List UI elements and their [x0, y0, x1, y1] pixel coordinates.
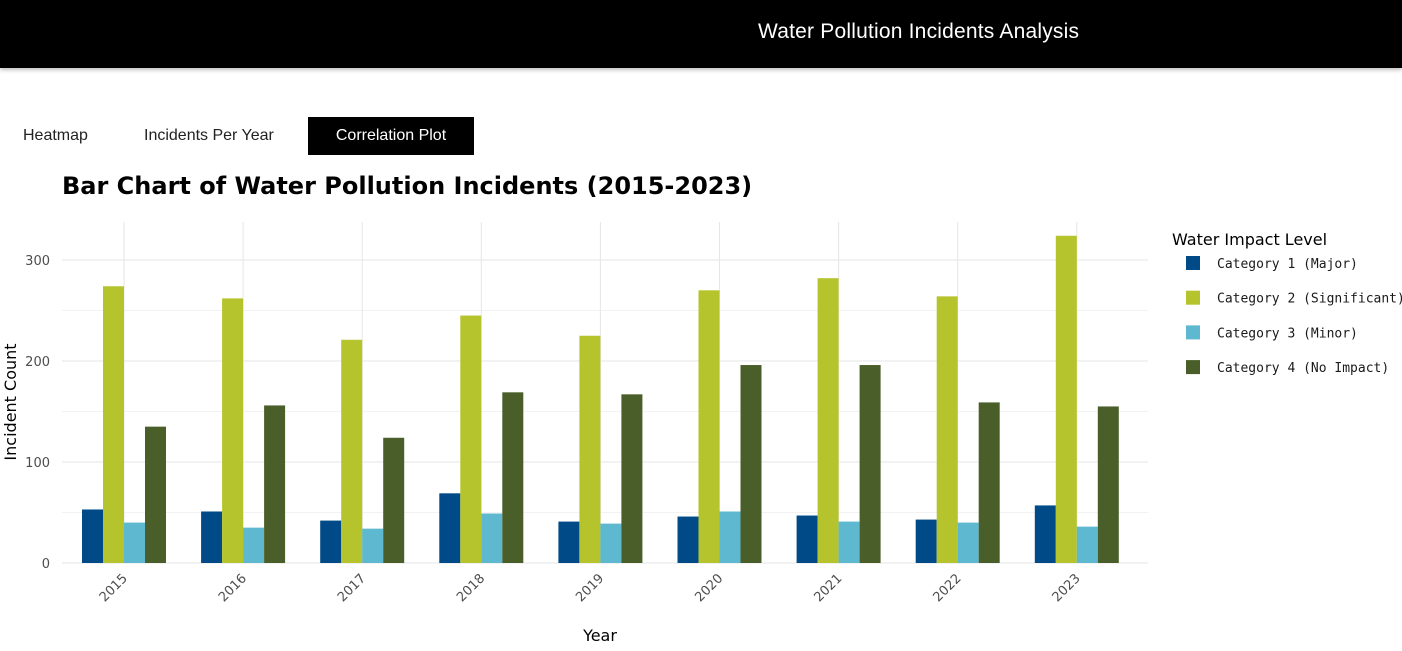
bar-2021-series-3	[838, 521, 860, 563]
bar-2015-series-3	[124, 522, 145, 563]
bar-2022-series-4	[978, 402, 1000, 563]
bar-2015-series-4	[145, 426, 166, 563]
x-tick-label: 2018	[454, 571, 488, 605]
x-tick-label: 2021	[811, 571, 845, 605]
tab-correlation-plot[interactable]: Correlation Plot	[308, 117, 474, 155]
y-tick-label: 100	[25, 456, 50, 471]
legend-swatch	[1186, 360, 1200, 375]
app-header: Water Pollution Incidents Analysis	[0, 0, 1402, 68]
bar-2017-series-1	[320, 520, 342, 563]
x-axis-ticks: 2015 2016 2017 2018 2019 2020 2021 2022 2023	[97, 571, 1084, 605]
x-tick-label: 2015	[97, 571, 131, 605]
app-title: Water Pollution Incidents Analysis	[758, 20, 1080, 43]
bar-2015-series-2	[103, 286, 124, 563]
bar-2021-series-4	[859, 365, 881, 563]
bar-2018-series-1	[439, 493, 461, 563]
y-tick-label: 0	[42, 557, 50, 572]
bar-2018-series-2	[460, 315, 482, 563]
bar-2019-series-3	[600, 523, 622, 563]
y-axis-ticks: 0 100 200 300	[25, 254, 50, 572]
legend-swatch	[1186, 256, 1200, 270]
legend-label: Category 2 (Significant)	[1217, 292, 1402, 307]
bar-2019-series-4	[621, 394, 643, 563]
x-axis-title: Year	[582, 626, 617, 645]
bar-2023-series-2	[1055, 235, 1077, 563]
bar-2015-series-1	[82, 509, 103, 563]
bar-2020-series-1	[677, 516, 699, 563]
bar-2019-series-1	[558, 521, 580, 563]
bar-2021-series-2	[817, 278, 839, 563]
legend-swatch	[1186, 325, 1200, 340]
bar-2022-series-2	[936, 296, 958, 563]
bar-2016-series-3	[243, 527, 265, 563]
x-tick-label: 2019	[573, 571, 607, 605]
bar-2020-series-3	[719, 511, 741, 563]
bar-2023-series-1	[1034, 505, 1056, 563]
x-tick-label: 2023	[1050, 571, 1084, 605]
bar-chart: Bar Chart of Water Pollution Incidents (…	[1, 172, 1402, 645]
legend-title: Water Impact Level	[1172, 230, 1327, 249]
legend: Water Impact Level Category 1 (Major) Cat…	[1172, 230, 1402, 376]
y-tick-label: 300	[25, 254, 50, 269]
tab-heatmap[interactable]: Heatmap	[23, 127, 88, 144]
bar-2016-series-4	[264, 405, 286, 563]
x-tick-label: 2022	[931, 571, 965, 605]
bar-2022-series-3	[957, 522, 979, 563]
bar-2016-series-2	[222, 298, 244, 563]
bar-2020-series-4	[740, 365, 762, 563]
y-tick-label: 200	[25, 355, 50, 370]
legend-label: Category 4 (No Impact)	[1217, 361, 1389, 376]
bar-2018-series-3	[481, 513, 503, 563]
bar-2019-series-2	[579, 335, 601, 563]
legend-label: Category 3 (Minor)	[1217, 326, 1358, 341]
x-tick-label: 2017	[335, 571, 369, 605]
bar-2018-series-4	[502, 392, 524, 563]
y-axis-title: Incident Count	[1, 343, 20, 460]
bars	[82, 235, 1119, 563]
bar-2017-series-3	[362, 528, 384, 563]
legend-swatch	[1186, 290, 1200, 305]
legend-label: Category 1 (Major)	[1217, 257, 1358, 272]
chart-title: Bar Chart of Water Pollution Incidents (…	[62, 172, 752, 200]
tab-incidents-per-year[interactable]: Incidents Per Year	[144, 127, 274, 144]
chart-area: Bar Chart of Water Pollution Incidents (…	[0, 160, 1402, 651]
bar-2022-series-1	[915, 519, 937, 563]
bar-2020-series-2	[698, 290, 720, 563]
bar-2017-series-2	[341, 339, 363, 563]
x-tick-label: 2016	[216, 571, 250, 605]
bar-2021-series-1	[796, 515, 818, 563]
bar-2017-series-4	[383, 437, 405, 563]
bar-2023-series-4	[1097, 406, 1119, 563]
bar-2016-series-1	[201, 511, 223, 563]
x-tick-label: 2020	[692, 571, 726, 605]
bar-2023-series-3	[1076, 526, 1098, 563]
